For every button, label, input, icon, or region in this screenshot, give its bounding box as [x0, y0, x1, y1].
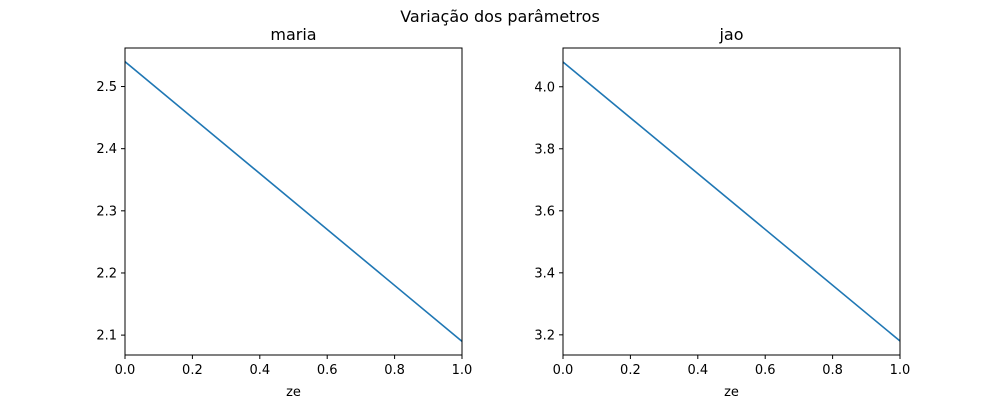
- x-tick-label: 0.2: [620, 363, 641, 378]
- x-tick-label: 1.0: [452, 363, 473, 378]
- plot-frame: [124, 47, 463, 356]
- y-tick-label: 3.2: [534, 328, 555, 343]
- x-tick-label: 0.0: [553, 363, 574, 378]
- x-axis-label: ze: [724, 385, 739, 400]
- x-tick-label: 0.6: [755, 363, 776, 378]
- series-line: [562, 61, 901, 342]
- plot-frame: [562, 47, 901, 356]
- series-line: [124, 61, 463, 342]
- subplot-maria: maria 0.0 0.2 0.4 0.6 0.8 1.0 2.1 2.2 2.3 2.4 2.5 ze: [96, 25, 472, 400]
- y-tick-label: 2.4: [96, 142, 117, 157]
- x-axis-label: ze: [286, 385, 301, 400]
- figure-title: Variação dos parâmetros: [400, 7, 600, 26]
- y-tick-label: 2.1: [96, 329, 117, 344]
- y-tick-label: 3.6: [534, 204, 555, 219]
- x-tick-label: 0.8: [384, 363, 405, 378]
- y-tick-label: 2.3: [96, 204, 117, 219]
- y-tick-label: 4.0: [534, 80, 555, 95]
- x-tick-label: 0.2: [182, 363, 203, 378]
- x-tick-label: 0.4: [249, 363, 270, 378]
- y-tick-label: 3.4: [534, 266, 555, 281]
- y-tick-label: 3.8: [534, 142, 555, 157]
- x-tick-label: 0.4: [687, 363, 708, 378]
- x-tick-label: 0.8: [822, 363, 843, 378]
- x-tick-label: 0.6: [317, 363, 338, 378]
- y-tick-label: 2.2: [96, 266, 117, 281]
- x-tick-label: 0.0: [115, 363, 136, 378]
- subplot-title: jao: [718, 25, 743, 44]
- subplot-jao: jao 0.0 0.2 0.4 0.6 0.8 1.0 3.2 3.4 3.6 3.8 4.0 ze: [534, 25, 910, 400]
- x-tick-label: 1.0: [890, 363, 911, 378]
- y-tick-label: 2.5: [96, 80, 117, 95]
- subplot-title: maria: [270, 25, 316, 44]
